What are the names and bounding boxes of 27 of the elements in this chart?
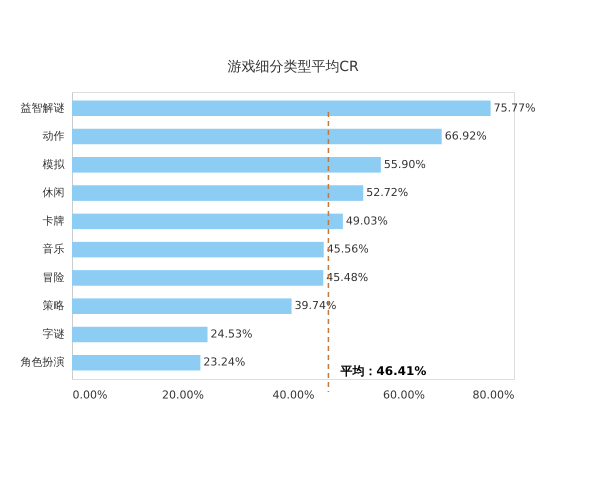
data-label: 45.56% — [326, 242, 369, 256]
y-tick-label: 策略 — [42, 299, 64, 312]
x-tick-label: 60.00% — [383, 388, 425, 402]
x-tick-label: 20.00% — [162, 388, 204, 402]
data-label: 23.24% — [203, 356, 246, 369]
y-tick-label: 卡牌 — [42, 214, 64, 228]
data-label: 45.48% — [326, 270, 368, 284]
y-tick-label: 益智解谜 — [20, 101, 64, 114]
x-tick-label: 80.00% — [472, 388, 514, 402]
data-label: 66.92% — [444, 130, 487, 143]
y-tick-label: 字谜 — [42, 327, 64, 340]
data-label: 49.03% — [346, 214, 388, 228]
data-label: 24.53% — [210, 327, 252, 340]
data-label: 75.77% — [494, 101, 536, 114]
data-label: 55.90% — [384, 158, 426, 171]
y-tick-label: 冒险 — [42, 270, 64, 284]
x-tick-label: 0.00% — [72, 388, 108, 402]
y-tick-label: 模拟 — [42, 158, 66, 171]
ref-line-label: 平均：46.41% — [339, 364, 426, 378]
y-tick-label: 音乐 — [42, 242, 64, 256]
data-label: 52.72% — [366, 186, 408, 200]
chart-title: 游戏细分类型平均CR — [227, 59, 360, 75]
y-tick-label: 角色扮演 — [20, 356, 64, 369]
x-tick-label: 40.00% — [272, 388, 314, 402]
y-tick-label: 动作 — [42, 130, 64, 143]
y-tick-label: 休闲 — [42, 186, 64, 200]
data-label: 39.74% — [294, 299, 337, 312]
